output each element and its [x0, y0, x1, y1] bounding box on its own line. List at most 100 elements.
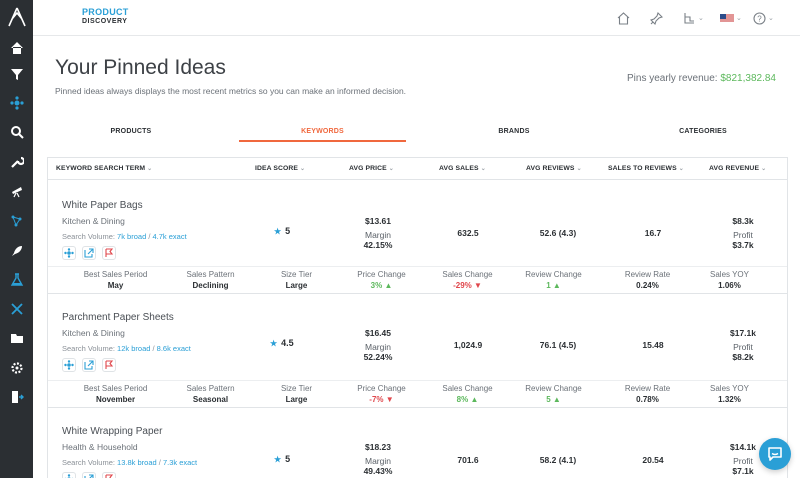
search-volume-exact-link[interactable]: 4.7k exact — [152, 232, 187, 241]
search-volume-label: Search Volume: — [62, 458, 115, 467]
gear-icon[interactable] — [0, 355, 33, 381]
network-action-button[interactable] — [62, 472, 76, 478]
flag-action-button[interactable] — [102, 472, 116, 478]
profit-label: Profit — [733, 342, 753, 352]
column-label: SALES TO REVIEWS — [608, 165, 677, 172]
flag-action-button[interactable] — [102, 358, 116, 372]
sales-change-value: -29% — [453, 281, 472, 290]
avg-sales: 1,024.9 — [453, 340, 483, 350]
price-change-value: 3% — [370, 281, 383, 290]
avg-revenue-value: $8.3k — [732, 216, 754, 226]
brand-logo[interactable]: PRODUCT DISCOVERY — [82, 8, 129, 26]
avg-price: $13.61 Margin 42.15% — [348, 216, 408, 250]
stat-label: Sales Pattern — [186, 384, 235, 393]
stat-value: Declining — [192, 281, 229, 290]
stat-sales-pattern: Sales Pattern Declining — [163, 270, 258, 291]
column-avg-sales[interactable]: AVG SALES ⌄ — [439, 158, 486, 180]
search-volume-broad-link[interactable]: 7k broad — [117, 232, 147, 241]
stat-label: Review Rate — [624, 270, 671, 279]
keyword-summary: White Paper Bags Kitchen & Dining Search… — [48, 181, 787, 267]
stat-label: Sales YOY — [710, 270, 749, 279]
flask-icon[interactable] — [0, 267, 33, 293]
network-action-button[interactable] — [62, 246, 76, 260]
stat-value: 1 ▲ — [506, 280, 601, 291]
arrow-down-icon: ▼ — [474, 281, 482, 290]
stat-review-change: Review Change 5 ▲ — [506, 384, 601, 405]
avg-revenue-value: $14.1k — [730, 442, 756, 452]
constellation-icon[interactable] — [0, 208, 33, 234]
keyword-name[interactable]: Parchment Paper Sheets — [62, 312, 174, 323]
keywords-table: KEYWORD SEARCH TERM ⌄ IDEA SCORE ⌄ AVG PRI… — [47, 157, 788, 478]
separator: / — [156, 458, 163, 467]
main-content: Your Pinned Ideas Pinned ideas always di… — [33, 36, 800, 478]
search-volume-exact-link[interactable]: 7.3k exact — [162, 458, 198, 467]
external-link-button[interactable] — [82, 472, 96, 478]
chevron-down-icon: ⌄ — [698, 15, 704, 22]
help-dropdown[interactable]: ? ⌄ — [753, 9, 774, 27]
network-icon[interactable] — [0, 90, 33, 116]
tab-categories[interactable]: CATEGORIES — [679, 128, 727, 135]
home-icon[interactable] — [617, 9, 630, 27]
profit-value: $3.7k — [732, 240, 754, 250]
help-circle-icon: ? — [753, 11, 766, 25]
keyword-stats: Best Sales Period May Sales Pattern Declin… — [48, 267, 787, 294]
external-link-button[interactable] — [82, 246, 96, 260]
avg-revenue: $8.3k Profit $3.7k — [703, 216, 783, 250]
arrow-up-icon: ▲ — [552, 395, 561, 404]
flag-action-button[interactable] — [102, 246, 116, 260]
external-link-button[interactable] — [82, 358, 96, 372]
search-volume-broad-link[interactable]: 13.8k broad — [117, 458, 157, 467]
arrow-up-icon: ▲ — [470, 395, 479, 404]
home-icon[interactable] — [0, 35, 33, 61]
stat-label: Price Change — [357, 384, 406, 393]
wrench-icon[interactable] — [0, 149, 33, 175]
avg-price-value: $18.23 — [365, 442, 391, 452]
network-icon — [64, 474, 74, 478]
stat-label: Best Sales Period — [83, 270, 148, 279]
tools-icon[interactable] — [0, 296, 33, 322]
margin-label: Margin — [365, 456, 391, 466]
rocket-icon[interactable] — [0, 238, 33, 264]
idea-score-value: 4.5 — [281, 338, 294, 348]
column-sales-to-reviews[interactable]: SALES TO REVIEWS ⌄ — [608, 158, 684, 180]
pin-icon[interactable] — [650, 9, 663, 27]
search-volume-broad-link[interactable]: 12k broad — [117, 344, 151, 353]
idea-score: ★ 5 — [274, 454, 290, 464]
stat-price-change: Price Change 3% ▲ — [334, 270, 429, 291]
column-avg-reviews[interactable]: AVG REVIEWS ⌄ — [526, 158, 582, 180]
column-avg-revenue[interactable]: AVG REVENUE ⌄ — [709, 158, 766, 180]
column-label: AVG PRICE — [349, 165, 387, 172]
search-icon[interactable] — [0, 119, 33, 145]
column-idea-score[interactable]: IDEA SCORE ⌄ — [255, 158, 305, 180]
stat-sales-yoy: Sales YOY 1.32% — [682, 384, 777, 405]
stat-label: Sales Change — [442, 270, 493, 279]
tab-keywords[interactable]: KEYWORDS — [239, 122, 406, 142]
folder-icon[interactable] — [0, 325, 33, 351]
search-volume-exact-link[interactable]: 8.6k exact — [156, 344, 191, 353]
sales-to-reviews: 20.54 — [642, 455, 664, 465]
avg-price: $16.45 Margin 52.24% — [348, 328, 408, 362]
keyword-summary: Parchment Paper Sheets Kitchen & Dining … — [48, 295, 787, 381]
stat-value: May — [107, 281, 124, 290]
keyword-name[interactable]: White Paper Bags — [62, 200, 143, 211]
stat-label: Sales Pattern — [186, 270, 235, 279]
tab-brands[interactable]: BRANDS — [498, 128, 530, 135]
stat-value: Large — [285, 395, 308, 404]
funnel-icon[interactable] — [0, 61, 33, 87]
hierarchy-dropdown[interactable]: ⌄ — [683, 9, 704, 27]
tab-products[interactable]: PRODUCTS — [110, 128, 152, 135]
keyword-category: Kitchen & Dining — [62, 328, 125, 338]
chat-button[interactable] — [759, 438, 791, 470]
locale-dropdown[interactable]: ⌄ — [720, 9, 742, 27]
network-action-button[interactable] — [62, 358, 76, 372]
keyword-name[interactable]: White Wrapping Paper — [62, 426, 163, 437]
column-label: IDEA SCORE — [255, 165, 299, 172]
logout-icon[interactable] — [0, 384, 33, 410]
external-link-icon — [84, 474, 94, 478]
keyword-category: Kitchen & Dining — [62, 216, 125, 226]
column-avg-price[interactable]: AVG PRICE ⌄ — [349, 158, 394, 180]
column-keyword-search-term[interactable]: KEYWORD SEARCH TERM ⌄ — [56, 158, 152, 180]
sales-to-reviews: 15.48 — [642, 340, 664, 350]
telescope-icon[interactable] — [0, 178, 33, 204]
logo-icon[interactable] — [0, 0, 33, 33]
